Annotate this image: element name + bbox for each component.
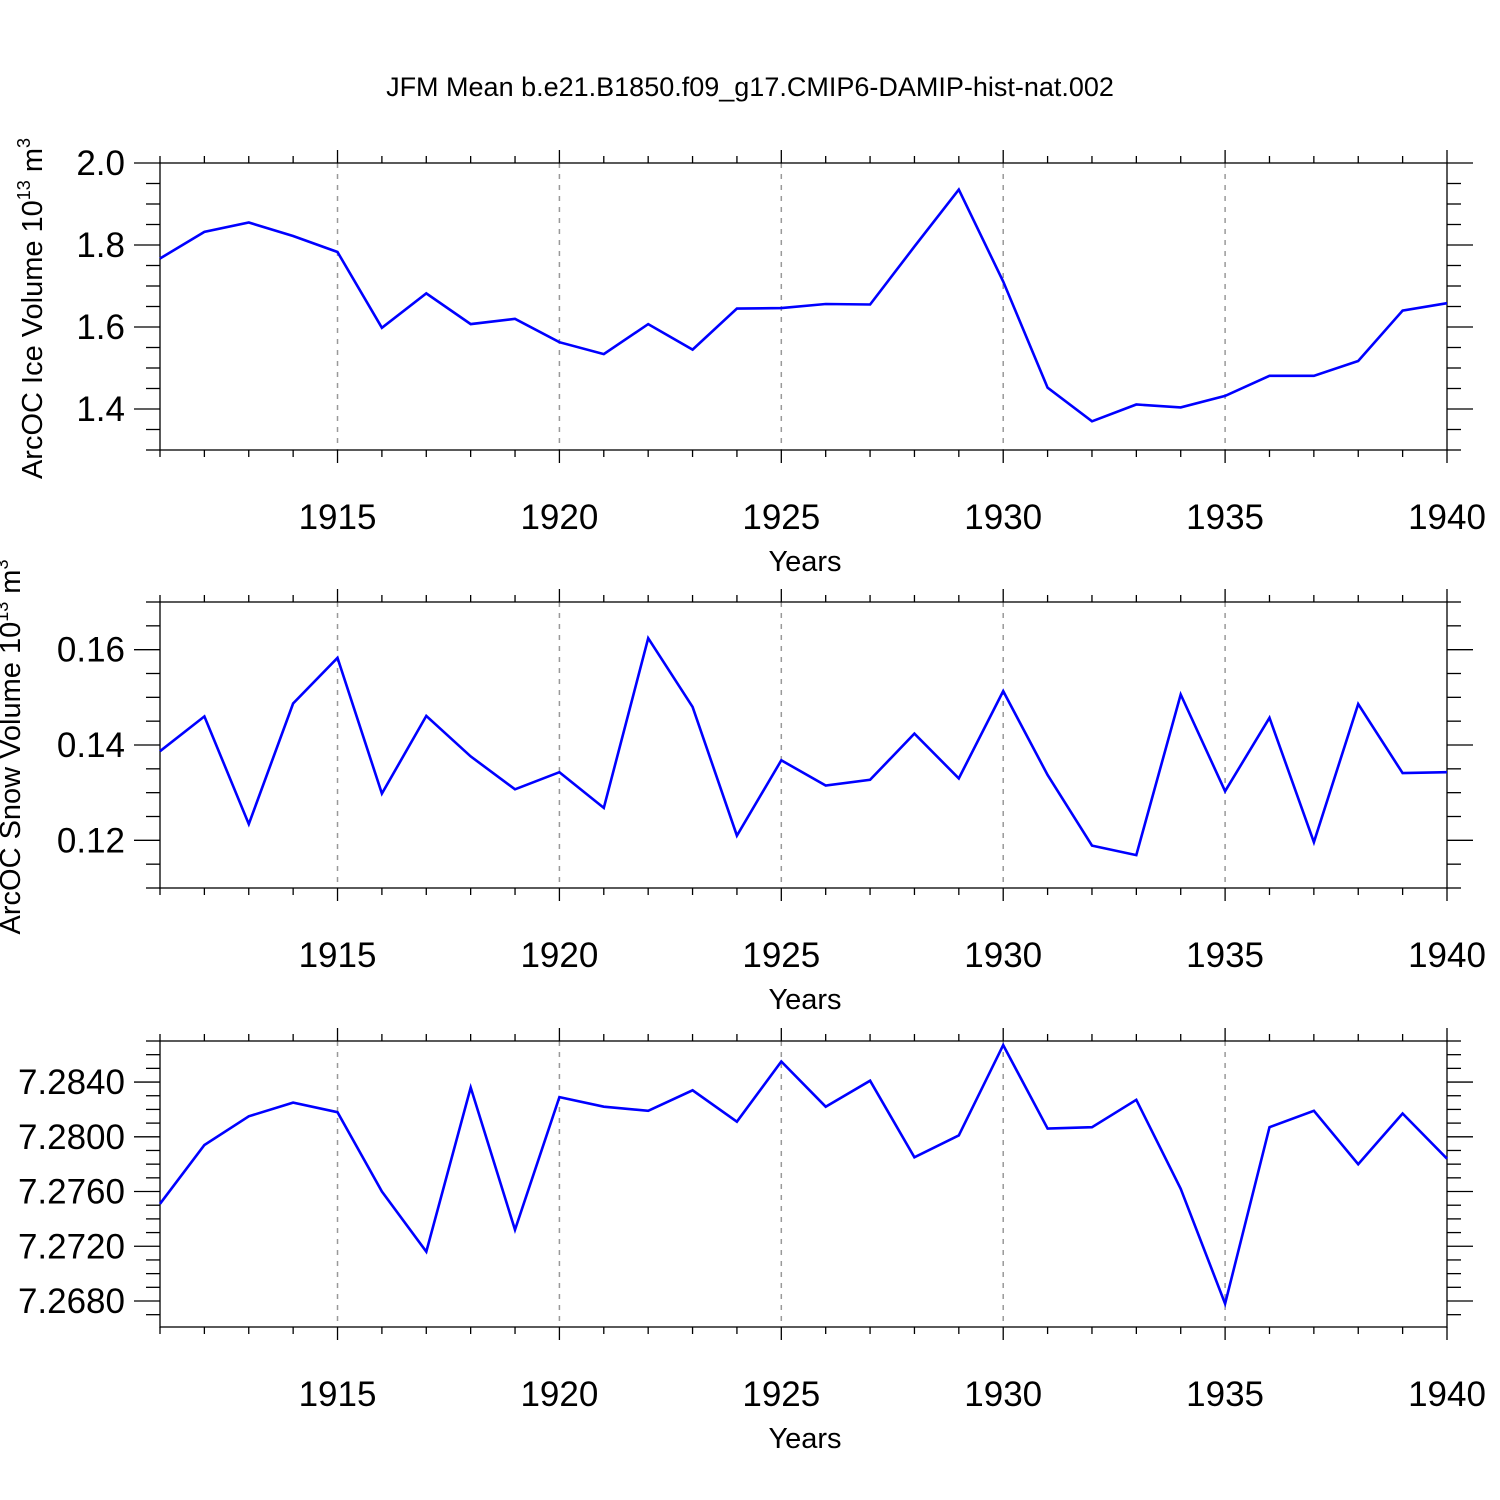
x-tick-label: 1930 xyxy=(964,498,1042,537)
x-axis-label: Years xyxy=(768,546,841,578)
y-tick-label: 0.14 xyxy=(57,726,125,765)
y-tick-label: 2.0 xyxy=(76,144,125,183)
y-tick-label: 7.2800 xyxy=(18,1118,125,1157)
x-tick-label: 1940 xyxy=(1408,1375,1486,1414)
y-axis-label: ArcOC Snow Volume 1013 m3 xyxy=(0,560,27,935)
y-tick-label: 0.16 xyxy=(57,631,125,670)
x-tick-label: 1935 xyxy=(1186,1375,1264,1414)
chart-title: JFM Mean b.e21.B1850.f09_g17.CMIP6-DAMIP… xyxy=(386,72,1114,102)
y-tick-label: 0.12 xyxy=(57,821,125,860)
plot-frame xyxy=(159,1040,1448,1328)
x-tick-label: 1915 xyxy=(299,498,377,537)
y-tick-label: 7.2760 xyxy=(18,1173,125,1212)
x-tick-label: 1920 xyxy=(520,498,598,537)
series-line xyxy=(158,1042,1448,1308)
panel-2: 1915 1920 1925 1930 1935 1940 Years 0.12 0.14 0.1… xyxy=(0,560,1486,1016)
x-tick-label: 1915 xyxy=(299,936,377,975)
y-tick-label: 7.2720 xyxy=(18,1227,125,1266)
x-tick-label: 1940 xyxy=(1408,936,1486,975)
x-tick-label: 1920 xyxy=(520,936,598,975)
y-tick-label: 1.6 xyxy=(76,308,125,347)
x-tick-label: 1930 xyxy=(964,1375,1042,1414)
panels: 1915 1920 1925 1930 1935 1940 Years 1.4 1.6 1.8 2.… xyxy=(0,138,1486,1455)
y-axis-label: ArcOC Ice Volume 1013 m3 xyxy=(14,138,49,479)
x-tick-label: 1930 xyxy=(964,936,1042,975)
x-axis-label: Years xyxy=(768,1423,841,1455)
series-line xyxy=(159,187,1448,423)
x-tick-label: 1935 xyxy=(1186,498,1264,537)
x-tick-label: 1935 xyxy=(1186,936,1264,975)
x-tick-label: 1925 xyxy=(742,1375,820,1414)
x-tick-label: 1925 xyxy=(742,936,820,975)
x-axis-label: Years xyxy=(768,984,841,1016)
panel-3: 1915 1920 1925 1930 1935 1940 Years 7.2680 7.272… xyxy=(18,1028,1486,1455)
x-tick-label: 1925 xyxy=(742,498,820,537)
series-line xyxy=(159,635,1448,857)
y-tick-label: 7.2680 xyxy=(18,1282,125,1321)
y-tick-label: 1.8 xyxy=(76,226,125,265)
x-tick-label: 1915 xyxy=(299,1375,377,1414)
x-tick-label: 1940 xyxy=(1408,498,1486,537)
x-tick-label: 1920 xyxy=(520,1375,598,1414)
y-tick-label: 1.4 xyxy=(76,390,125,429)
y-tick-label: 7.2840 xyxy=(18,1063,125,1102)
panel-1: 1915 1920 1925 1930 1935 1940 Years 1.4 1.6 1.8 2.… xyxy=(14,138,1486,578)
